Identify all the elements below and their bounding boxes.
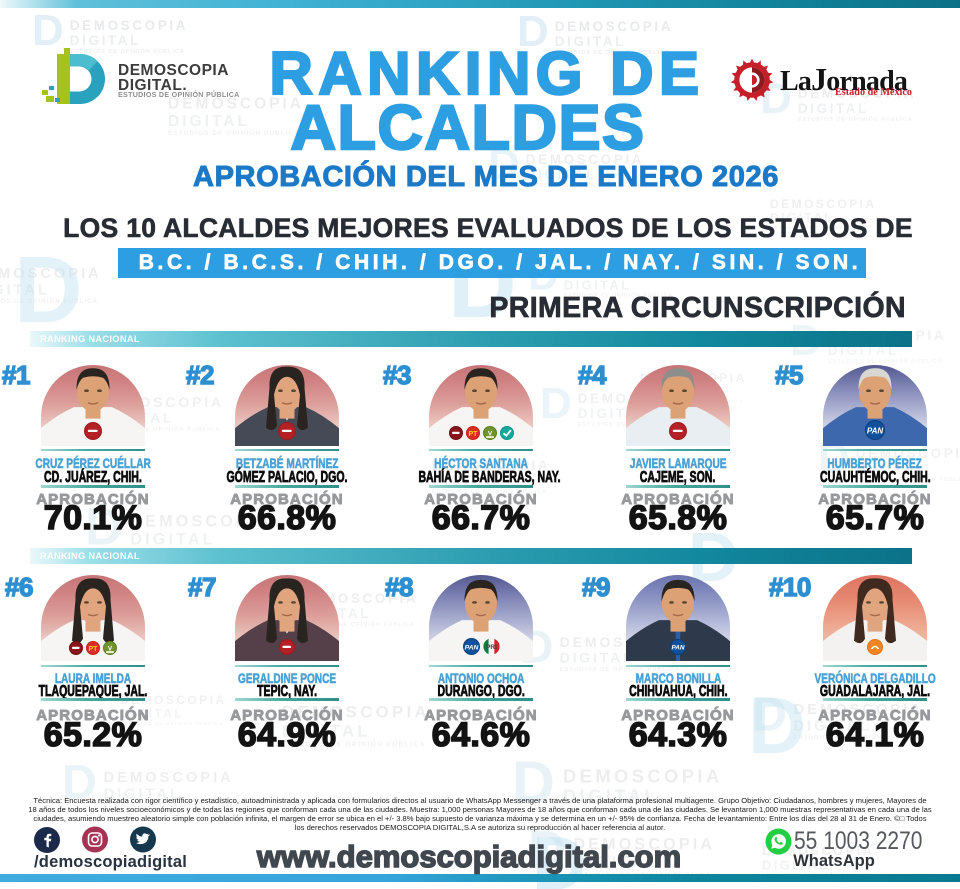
svg-text:PAN: PAN — [464, 644, 479, 651]
svg-text:PAN: PAN — [671, 645, 684, 652]
svg-text:PRI: PRI — [486, 644, 497, 651]
svg-text:PT: PT — [468, 431, 478, 438]
svg-text:PAN: PAN — [867, 426, 884, 435]
svg-text:PT: PT — [89, 646, 99, 653]
svg-text:V: V — [108, 646, 113, 653]
svg-text:V: V — [487, 431, 492, 438]
